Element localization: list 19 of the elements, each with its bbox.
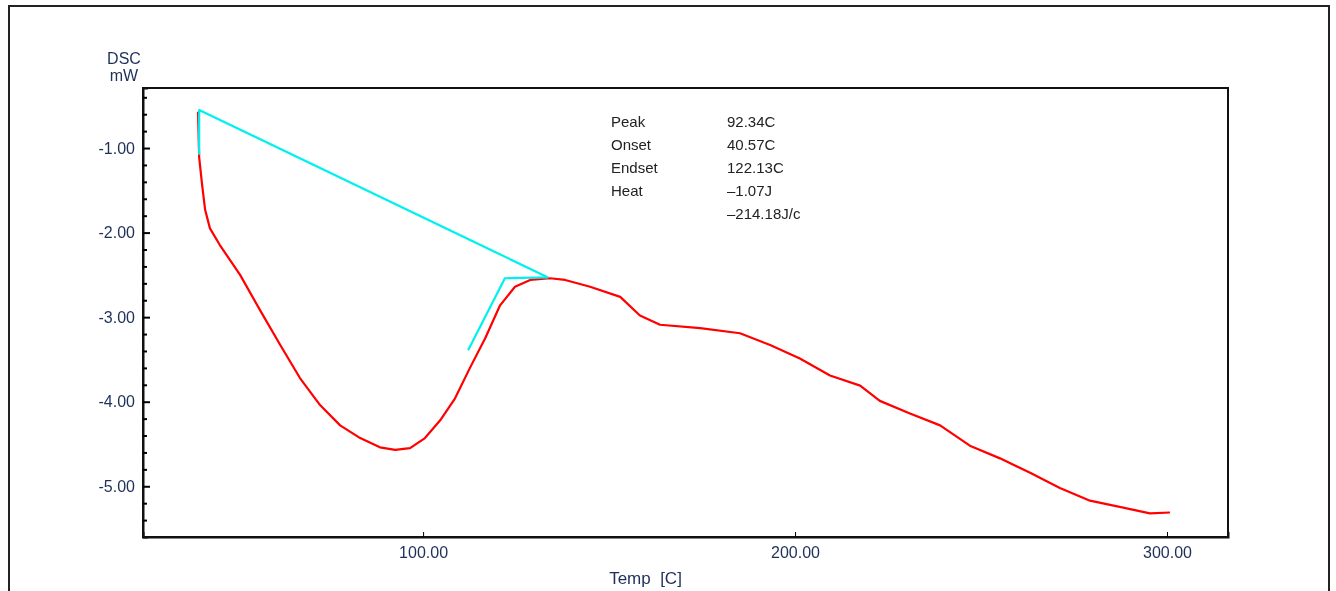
- y-tick-label: -5.00: [98, 477, 136, 495]
- annotation: Endset: [611, 159, 659, 176]
- annotation: Onset: [611, 136, 652, 153]
- y-tick-label: -2.00: [98, 224, 136, 242]
- x-axis-title: Temp [C]: [609, 569, 682, 588]
- x-tick-label: 300.00: [1143, 544, 1193, 562]
- x-tick-label: 200.00: [771, 544, 821, 562]
- x-tick-label: 100.00: [399, 544, 449, 562]
- annotation: –1.07J: [727, 182, 773, 199]
- y-tick-label: -3.00: [98, 308, 136, 326]
- annotation: Peak: [611, 113, 646, 130]
- y-tick-label: -4.00: [98, 393, 136, 411]
- y-tick-label: -1.00: [98, 139, 136, 157]
- annotation: 122.13C: [727, 159, 784, 176]
- annotation: 40.57C: [727, 136, 776, 153]
- annotation: –214.18J/c: [727, 205, 801, 222]
- annotation: Heat: [611, 182, 644, 199]
- annotation: 92.34C: [727, 113, 776, 130]
- y-axis-title: DSC mW: [107, 50, 141, 84]
